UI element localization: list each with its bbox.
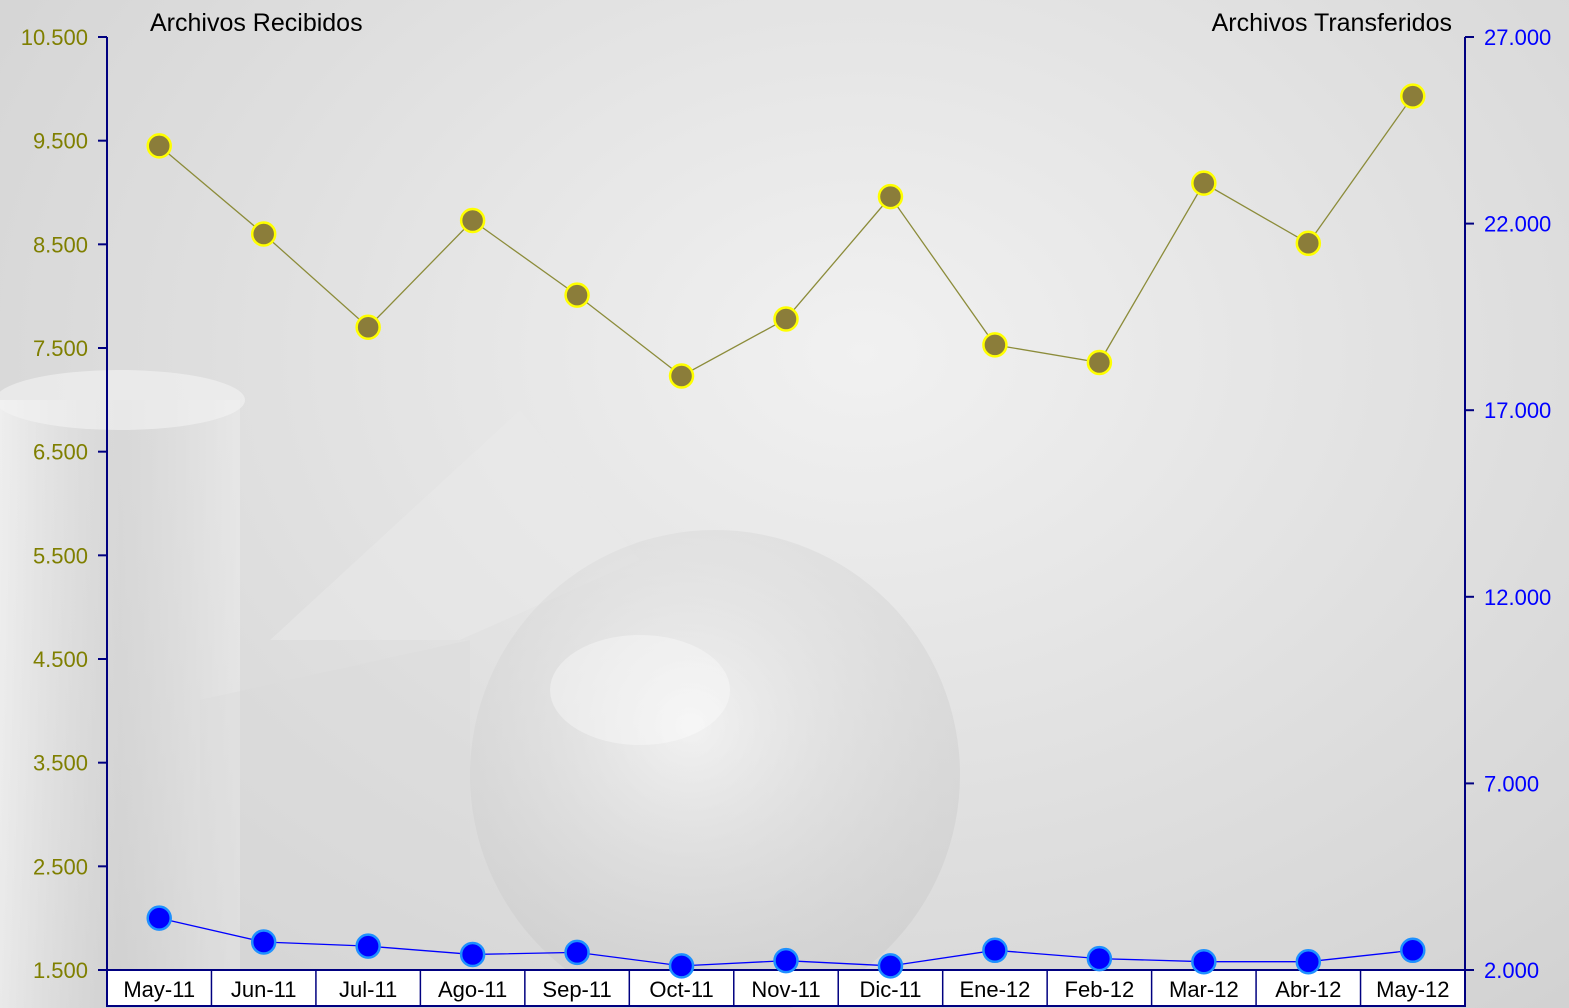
x-tick-label: Abr-12: [1275, 977, 1341, 1002]
x-tick-label: Ene-12: [959, 977, 1030, 1002]
series-2-point: [146, 905, 172, 931]
right-tick-label: 2.000: [1484, 958, 1539, 983]
series-1-point: [459, 207, 486, 234]
x-tick-label: Dic-11: [859, 977, 921, 1002]
left-tick-label: 10.500: [21, 25, 88, 50]
x-tick-label: Jul-11: [339, 977, 397, 1002]
series-2-point: [250, 929, 277, 955]
series-2-point: [355, 933, 381, 959]
left-tick-label: 1.500: [33, 958, 88, 983]
series-1-point: [1400, 83, 1426, 109]
series-1-point: [773, 306, 799, 332]
series-line-1: [158, 95, 1414, 377]
x-tick-label: Ago-11: [438, 977, 507, 1002]
right-axis-title: Archivos Transferidos: [1211, 9, 1452, 37]
series-1-point: [877, 183, 904, 210]
series-2-point: [564, 939, 590, 966]
series-2-point: [668, 953, 695, 979]
left-tick-label: 8.500: [33, 232, 88, 257]
left-tick-label: 3.500: [33, 751, 88, 776]
series-1-point: [1191, 170, 1217, 196]
right-tick-label: 22.000: [1484, 212, 1551, 237]
right-tick-label: 17.000: [1484, 398, 1551, 423]
x-axis-band: [106, 969, 1466, 1007]
x-tick-label: May-12: [1376, 977, 1449, 1002]
left-tick-label: 9.500: [33, 129, 88, 154]
series-2-point: [773, 947, 799, 974]
series-2-point: [982, 937, 1008, 964]
left-tick-label: 7.500: [33, 336, 88, 361]
series-1-point: [355, 314, 381, 341]
left-tick-label: 2.500: [33, 854, 88, 879]
right-tick-label: 12.000: [1484, 585, 1551, 610]
x-tick-label: Sep-11: [542, 977, 611, 1002]
x-tick-label: Oct-11: [649, 977, 713, 1002]
series-2-point: [1400, 937, 1426, 964]
left-tick-label: 6.500: [33, 440, 88, 465]
series-1-point: [982, 332, 1008, 358]
series-2-point: [1295, 948, 1322, 975]
series-1-point: [668, 363, 695, 389]
series-2-point: [459, 941, 486, 968]
series-2-point: [1086, 945, 1113, 972]
series-2-point: [1191, 948, 1217, 975]
series-1-point: [146, 133, 172, 159]
x-tick-label: Nov-11: [751, 977, 820, 1002]
x-tick-label: May-11: [123, 977, 195, 1002]
series-1-point: [564, 282, 590, 308]
series-1-point: [1295, 230, 1322, 257]
right-tick-label: 7.000: [1484, 771, 1539, 796]
x-tick-label: Jun-11: [231, 977, 297, 1002]
x-tick-label: Feb-12: [1065, 977, 1135, 1002]
series-1-point: [250, 221, 277, 247]
right-tick-label: 27.000: [1484, 25, 1551, 50]
left-tick-label: 4.500: [33, 647, 88, 672]
series-2-point: [877, 953, 904, 979]
left-tick-label: 5.500: [33, 543, 88, 568]
x-tick-label: Mar-12: [1169, 977, 1239, 1002]
left-axis-title: Archivos Recibidos: [150, 9, 363, 37]
series-1-point: [1086, 349, 1113, 376]
